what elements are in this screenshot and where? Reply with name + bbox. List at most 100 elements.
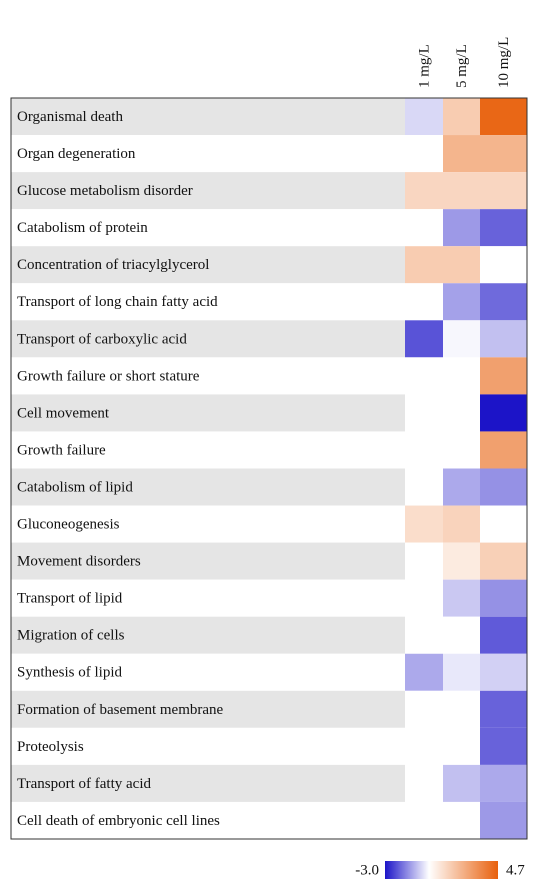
heat-cell: [443, 209, 480, 247]
heat-cell: [443, 394, 480, 432]
row-label: Organ degeneration: [17, 146, 136, 162]
row-label: Transport of carboxylic acid: [17, 331, 187, 347]
heat-cell: [443, 616, 480, 654]
heat-cell: [480, 727, 527, 765]
row-band: [11, 209, 405, 247]
heat-cell: [480, 320, 527, 358]
heat-cell: [480, 394, 527, 432]
heat-cell: [405, 727, 443, 765]
row-band: [11, 616, 405, 654]
row-band: [11, 727, 405, 765]
heat-cell: [405, 653, 443, 691]
heat-cell: [405, 283, 443, 321]
heat-cell: [405, 468, 443, 506]
row-label: Formation of basement membrane: [17, 702, 224, 718]
row-band: [11, 505, 405, 543]
heat-cell: [480, 505, 527, 543]
heat-cell: [405, 320, 443, 358]
heat-cell: [405, 209, 443, 247]
heat-cell: [480, 98, 527, 136]
column-label: 5 mg/L: [454, 44, 470, 88]
row-label: Catabolism of lipid: [17, 479, 133, 495]
colorbar-label: 4.7: [506, 862, 525, 878]
heat-cell: [480, 801, 527, 839]
row-label: Migration of cells: [17, 628, 125, 644]
column-label: 1 mg/L: [416, 44, 432, 88]
heat-cell: [443, 653, 480, 691]
row-band: [11, 357, 405, 395]
heat-cell: [405, 505, 443, 543]
heat-cell: [480, 357, 527, 395]
row-label: Growth failure or short stature: [17, 368, 200, 384]
heat-cell: [443, 764, 480, 802]
heat-cell: [443, 98, 480, 136]
heat-cell: [405, 616, 443, 654]
row-label: Transport of long chain fatty acid: [17, 294, 218, 310]
row-label: Gluconeogenesis: [17, 517, 120, 533]
heat-cell: [443, 246, 480, 284]
row-band: [11, 431, 405, 469]
row-label: Growth failure: [17, 442, 106, 458]
row-label: Transport of fatty acid: [17, 776, 152, 792]
row-band: [11, 579, 405, 617]
row-label: Glucose metabolism disorder: [17, 183, 193, 199]
row-label: Cell death of embryonic cell lines: [17, 813, 220, 829]
heat-cell: [443, 579, 480, 617]
heat-cell: [443, 542, 480, 580]
heat-cell: [443, 172, 480, 210]
heat-cell: [405, 690, 443, 728]
heat-cell: [480, 209, 527, 247]
table-border: [10, 97, 528, 840]
heat-cell: [405, 357, 443, 395]
row-band: [11, 135, 405, 173]
colorbar: [385, 861, 498, 879]
heat-cell: [405, 431, 443, 469]
row-label: Synthesis of lipid: [17, 665, 123, 681]
row-band: [11, 394, 405, 432]
heat-cell: [480, 246, 527, 284]
row-band: [11, 246, 405, 284]
heat-cell: [480, 431, 527, 469]
heat-cell: [405, 542, 443, 580]
heat-cell: [405, 246, 443, 284]
heat-cell: [443, 727, 480, 765]
heat-cell: [443, 283, 480, 321]
row-band: [11, 98, 405, 136]
heat-cell: [480, 690, 527, 728]
heat-cell: [443, 690, 480, 728]
heat-cell: [443, 320, 480, 358]
heat-cell: [443, 135, 480, 173]
row-label: Cell movement: [17, 405, 110, 421]
row-band: [11, 801, 405, 839]
heat-cell: [443, 468, 480, 506]
heat-cell: [405, 764, 443, 802]
row-band: [11, 172, 405, 210]
row-label: Proteolysis: [17, 739, 84, 755]
column-label: 10 mg/L: [496, 37, 512, 88]
heat-cell: [405, 98, 443, 136]
row-label: Organismal death: [17, 109, 123, 125]
heat-cell: [443, 357, 480, 395]
heat-cell: [405, 394, 443, 432]
heat-cell: [480, 653, 527, 691]
heat-cell: [443, 431, 480, 469]
heat-cell: [480, 172, 527, 210]
row-label: Transport of lipid: [17, 591, 123, 607]
row-label: Movement disorders: [17, 554, 141, 570]
row-band: [11, 653, 405, 691]
row-band: [11, 283, 405, 321]
heat-cell: [480, 135, 527, 173]
row-label: Catabolism of protein: [17, 220, 148, 236]
row-band: [11, 764, 405, 802]
heat-cell: [405, 579, 443, 617]
heat-cell: [405, 172, 443, 210]
row-band: [11, 690, 405, 728]
heat-cell: [405, 135, 443, 173]
heat-cell: [480, 579, 527, 617]
row-band: [11, 542, 405, 580]
colorbar-label: -3.0: [355, 862, 379, 878]
heat-cell: [480, 468, 527, 506]
heat-cell: [480, 616, 527, 654]
heat-cell: [443, 801, 480, 839]
